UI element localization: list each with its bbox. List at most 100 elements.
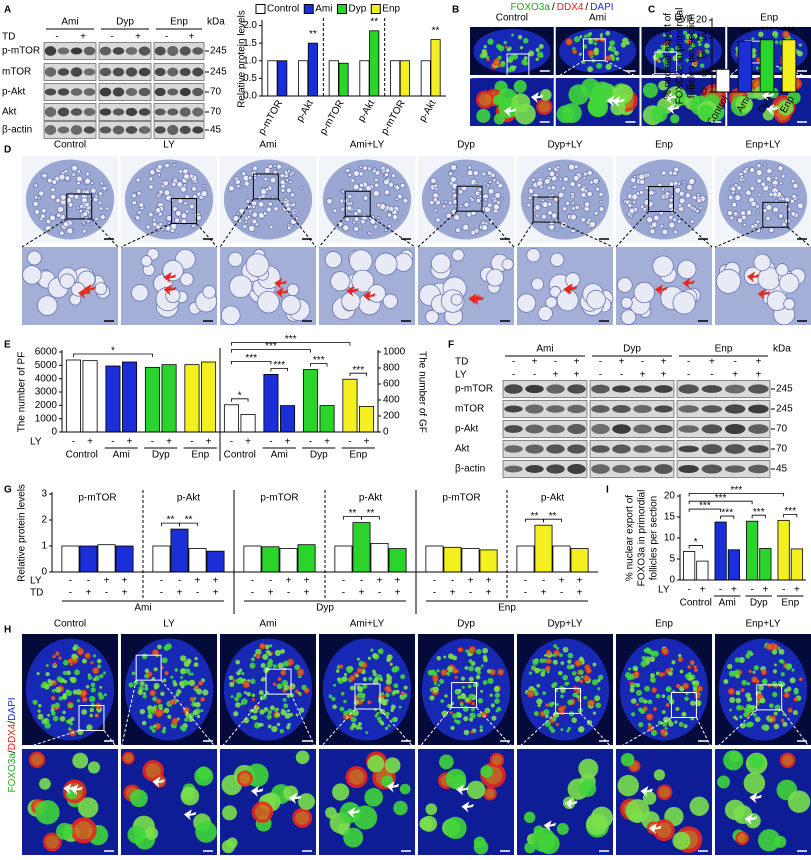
cell <box>167 714 172 719</box>
cell <box>88 695 96 703</box>
protein-label: p-Akt <box>2 87 26 98</box>
bar <box>307 42 318 97</box>
cell <box>782 721 788 727</box>
cell <box>340 691 345 696</box>
cell <box>609 41 614 45</box>
cell <box>557 706 565 713</box>
cell <box>779 752 796 768</box>
cell <box>41 172 48 179</box>
cell <box>236 670 241 676</box>
cell <box>470 707 475 712</box>
cell <box>593 42 598 46</box>
legend-label: Control <box>267 4 299 15</box>
cell <box>743 712 749 718</box>
cell <box>435 217 441 223</box>
cell <box>174 668 179 672</box>
cell <box>373 707 378 712</box>
protein-label: p-mTOR <box>2 46 40 57</box>
cell <box>202 285 217 299</box>
cell <box>149 725 154 730</box>
cell <box>440 699 445 704</box>
cell <box>81 658 87 664</box>
cell <box>645 713 654 721</box>
cell <box>263 176 269 182</box>
stain-part: / <box>552 2 555 13</box>
cell <box>154 207 162 214</box>
bar <box>342 378 358 433</box>
cell <box>37 196 41 201</box>
row-label: LY <box>455 370 467 381</box>
cell <box>272 169 279 176</box>
cell <box>593 47 599 53</box>
cell <box>379 720 384 724</box>
cell <box>778 273 800 294</box>
cell <box>677 656 684 663</box>
cell <box>194 656 198 661</box>
cell <box>444 816 467 840</box>
cell <box>359 726 363 730</box>
cell <box>402 197 409 204</box>
cell <box>567 699 573 706</box>
blot-band <box>70 125 83 135</box>
cell <box>617 774 639 797</box>
sign: + <box>574 370 580 381</box>
cell <box>635 689 643 696</box>
cell <box>566 681 570 685</box>
kda-value: 245 <box>776 384 793 395</box>
sign: - <box>469 588 472 599</box>
cell <box>598 199 603 204</box>
inset-box <box>582 38 606 62</box>
cell <box>668 197 674 203</box>
cell <box>440 669 448 676</box>
cell <box>256 706 260 710</box>
cell <box>376 716 382 722</box>
cell <box>459 702 464 707</box>
cell <box>546 185 552 191</box>
cell <box>755 219 761 225</box>
cell <box>238 668 243 672</box>
cell <box>552 653 556 657</box>
blot-band <box>70 108 83 116</box>
cell <box>457 695 462 700</box>
sign: + <box>762 585 768 596</box>
cell <box>495 180 501 185</box>
cell <box>744 166 749 171</box>
bar <box>65 359 81 433</box>
cell <box>591 679 598 686</box>
cell <box>98 206 104 211</box>
cell <box>27 250 42 266</box>
cell <box>250 657 255 662</box>
cell <box>342 224 350 232</box>
cell <box>391 173 396 179</box>
cell <box>468 665 475 672</box>
cell <box>574 676 581 682</box>
significance-bracket <box>751 514 766 519</box>
stain-part: DDX4 <box>557 2 584 13</box>
cell <box>177 197 184 204</box>
sign: - <box>196 588 199 599</box>
cell <box>460 676 466 681</box>
cell <box>376 215 381 220</box>
sign: + <box>794 585 800 596</box>
cell <box>251 698 256 702</box>
cell <box>749 185 755 192</box>
cell <box>626 675 632 681</box>
protein-label: β-actin <box>455 464 485 475</box>
cell <box>127 825 146 844</box>
cell <box>147 709 152 715</box>
sign: + <box>324 437 330 448</box>
cell <box>590 100 607 117</box>
blot-band <box>591 405 610 413</box>
cell <box>380 692 384 696</box>
blot-strip <box>676 440 771 458</box>
row-label: LY <box>658 585 670 596</box>
cell <box>664 63 669 68</box>
cell <box>475 198 482 204</box>
cell <box>263 211 268 216</box>
category-label: Enp <box>349 450 367 461</box>
cell <box>689 660 695 665</box>
cell <box>576 694 580 699</box>
tick-label: 10 <box>696 51 708 62</box>
arrow <box>63 783 76 795</box>
cell <box>465 649 469 653</box>
